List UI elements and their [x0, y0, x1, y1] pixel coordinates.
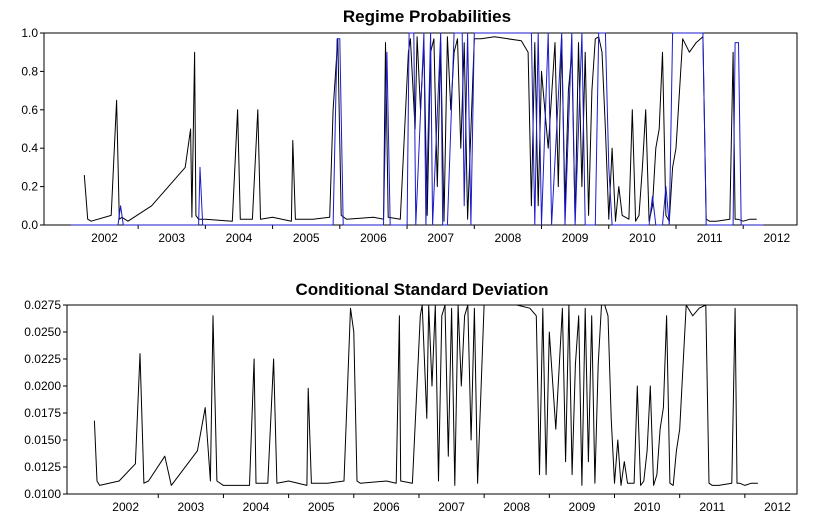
x-tick-label: 2008: [495, 231, 522, 245]
x-tick-label: 2004: [226, 231, 253, 245]
y-tick-label: 0.8: [21, 64, 38, 78]
y-tick-label: 1.0: [21, 26, 38, 40]
series-line-1: [93, 304, 758, 486]
x-tick-label: 2011: [697, 231, 723, 245]
plot-frame: [43, 32, 798, 226]
conditional-std-dev-chart: Conditional Standard Deviation 2002 2003 2…: [24, 280, 798, 514]
x-tick-label: 2002: [112, 500, 139, 514]
x-tick-label: 2005: [293, 231, 320, 245]
x-tick-label: 2012: [763, 231, 790, 245]
x-tick-label: 2003: [158, 231, 185, 245]
x-tick-label: 2012: [764, 500, 791, 514]
x-tick-label: 2010: [634, 500, 661, 514]
x-tick-label: 2011: [699, 500, 725, 514]
x-tick-label: 2002: [91, 231, 118, 245]
y-tick-label: 0.0100: [24, 487, 61, 501]
y-tick-label: 0.0275: [24, 298, 61, 312]
y-axis: 0.0100 0.0125 0.0150 0.0175 0.0200 0.0225 0.02…: [24, 298, 67, 501]
y-tick-label: 0.0: [21, 218, 38, 232]
x-axis: 2002 2003 2004 2005 2006 2007 2008 2009 2010 2011…: [112, 494, 791, 514]
y-tick-label: 0.4: [21, 141, 38, 155]
plot-frame: [66, 304, 798, 495]
x-tick-label: 2006: [373, 500, 400, 514]
x-tick-label: 2007: [438, 500, 465, 514]
y-tick-label: 0.0175: [24, 406, 61, 420]
regime-probabilities-chart: Regime Probabilities 2002 2003 2004 2005 200…: [21, 7, 798, 245]
x-tick-label: 2003: [177, 500, 204, 514]
y-tick-label: 0.0150: [24, 433, 61, 447]
x-tick-label: 2010: [629, 231, 656, 245]
series-layer: [93, 304, 758, 486]
series-layer: [70, 32, 764, 226]
y-tick-label: 0.0250: [24, 325, 61, 339]
x-tick-label: 2005: [308, 500, 335, 514]
y-axis: 0.0 0.2 0.4 0.6 0.8 1.0: [21, 26, 44, 232]
x-tick-label: 2007: [427, 231, 454, 245]
x-tick-label: 2006: [360, 231, 387, 245]
y-tick-label: 0.0200: [24, 379, 61, 393]
y-tick-label: 0.6: [21, 103, 38, 117]
series-line-2: [70, 32, 764, 226]
x-axis: 2002 2003 2004 2005 2006 2007 2008 2009 2010 2011…: [91, 225, 791, 245]
y-tick-label: 0.0225: [24, 352, 61, 366]
x-tick-label: 2009: [569, 500, 596, 514]
series-line-1: [83, 36, 757, 222]
chart-title: Conditional Standard Deviation: [295, 280, 548, 299]
x-tick-label: 2009: [562, 231, 589, 245]
y-tick-label: 0.2: [21, 180, 38, 194]
x-tick-label: 2004: [243, 500, 270, 514]
x-tick-label: 2008: [503, 500, 530, 514]
y-tick-label: 0.0125: [24, 460, 61, 474]
chart-title: Regime Probabilities: [343, 7, 511, 26]
